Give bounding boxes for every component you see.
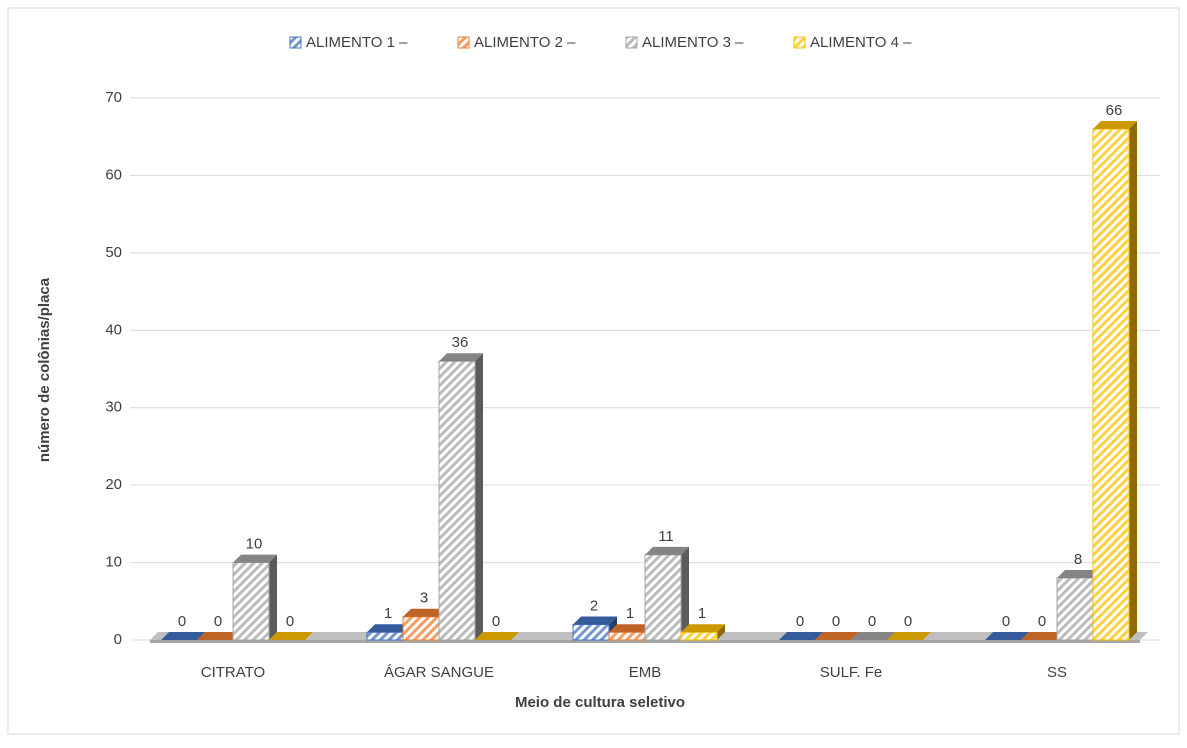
bar — [680, 631, 718, 641]
bar — [366, 631, 404, 641]
data-label: 1 — [698, 605, 706, 622]
y-tick-label: 70 — [105, 89, 122, 106]
x-axis-label: Meio de cultura seletivo — [515, 694, 685, 711]
bar-top — [851, 632, 895, 640]
bar-top — [1057, 570, 1101, 579]
bar-side — [1129, 120, 1137, 640]
data-label: 1 — [626, 605, 634, 622]
bar — [402, 616, 440, 641]
bar-top — [197, 632, 241, 640]
legend-label: ALIMENTO 4 – — [810, 34, 912, 51]
data-label: 0 — [286, 613, 294, 630]
bar — [232, 562, 270, 641]
y-axis-label: número de colônias/placa — [36, 277, 53, 462]
y-tick-label: 20 — [105, 476, 122, 493]
y-tick-label: 0 — [114, 631, 122, 648]
bar-top — [573, 616, 617, 625]
legend-swatch — [457, 36, 470, 49]
data-label: 0 — [796, 613, 804, 630]
data-label: 0 — [178, 613, 186, 630]
data-label: 0 — [868, 613, 876, 630]
bar-side — [681, 546, 689, 640]
data-label: 2 — [590, 597, 598, 614]
x-tick-label: SULF. Fe — [820, 664, 883, 681]
data-label: 11 — [658, 528, 674, 545]
data-label: 0 — [1038, 613, 1046, 630]
x-tick-label: EMB — [629, 664, 662, 681]
data-label: 66 — [1106, 102, 1123, 119]
x-tick-label: SS — [1047, 664, 1067, 681]
bar-top — [985, 632, 1029, 640]
legend-swatch — [625, 36, 638, 49]
bar-top — [887, 632, 931, 640]
data-label: 0 — [832, 613, 840, 630]
y-tick-label: 30 — [105, 399, 122, 416]
data-label: 8 — [1074, 551, 1082, 568]
data-label: 0 — [1002, 613, 1010, 630]
bar-top — [779, 632, 823, 640]
bar-side — [475, 353, 483, 640]
bar-top — [1021, 632, 1065, 640]
bar-top — [815, 632, 859, 640]
bar-top — [161, 632, 205, 640]
x-tick-label: ÁGAR SANGUE — [384, 664, 494, 681]
legend-swatch — [793, 36, 806, 49]
bar — [608, 631, 646, 641]
bar-top — [403, 608, 447, 617]
bar-top — [681, 624, 725, 633]
legend-label: ALIMENTO 1 – — [306, 34, 408, 51]
bar-top — [645, 546, 689, 555]
chart-frame — [7, 7, 1180, 735]
bar-top — [475, 632, 519, 640]
legend-label: ALIMENTO 3 – — [642, 34, 744, 51]
bar-top — [439, 353, 483, 362]
bar — [1092, 128, 1130, 641]
bar-top — [269, 632, 313, 640]
bar-top — [609, 624, 653, 633]
y-tick-label: 60 — [105, 166, 122, 183]
bar — [572, 624, 610, 641]
y-tick-label: 50 — [105, 244, 122, 261]
bar — [1056, 577, 1094, 641]
bar-side — [717, 624, 725, 640]
bar — [438, 360, 476, 641]
bar-side — [269, 554, 277, 640]
y-tick-label: 40 — [105, 321, 122, 338]
x-tick-label: CITRATO — [201, 664, 265, 681]
data-label: 10 — [246, 536, 263, 553]
floor-front — [150, 640, 1140, 643]
data-label: 36 — [452, 334, 469, 351]
legend-label: ALIMENTO 2 – — [474, 34, 576, 51]
bar — [644, 554, 682, 641]
y-tick-label: 10 — [105, 554, 122, 571]
data-label: 0 — [904, 613, 912, 630]
data-label: 3 — [420, 590, 428, 607]
data-label: 1 — [384, 605, 392, 622]
bar-top — [233, 554, 277, 563]
data-label: 0 — [214, 613, 222, 630]
bar-top — [1093, 120, 1137, 129]
bar-top — [367, 624, 411, 633]
data-label: 0 — [492, 613, 500, 630]
legend-swatch — [289, 36, 302, 49]
